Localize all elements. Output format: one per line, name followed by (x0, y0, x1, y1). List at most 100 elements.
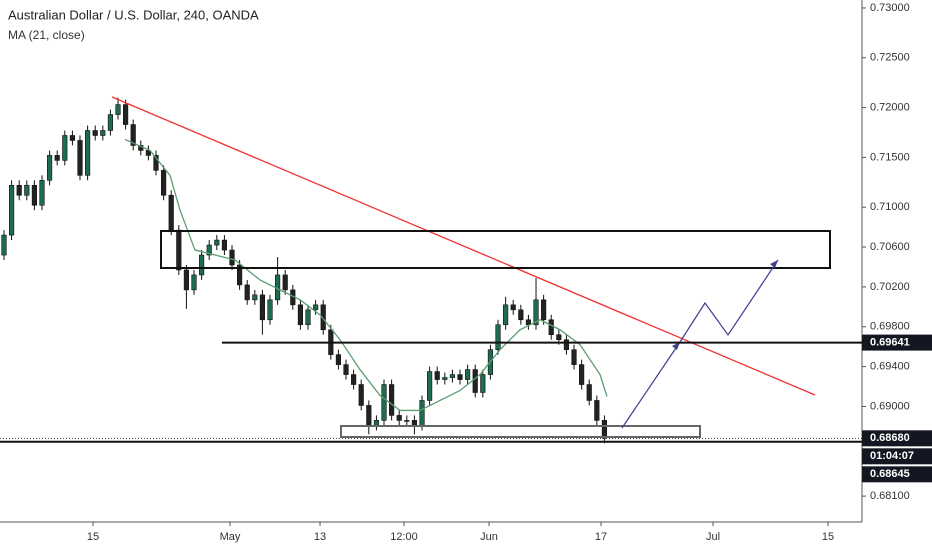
candle-body (381, 384, 387, 421)
candle-body (47, 155, 53, 181)
candle-body (320, 304, 326, 331)
candle-body (123, 104, 129, 125)
support-box (340, 425, 701, 438)
candle-body (366, 405, 372, 426)
last-price-label-box (862, 430, 932, 447)
moving-average (124, 138, 608, 412)
resistance-box (160, 230, 831, 269)
x-tick-label: 15 (822, 531, 834, 543)
candle-body (153, 155, 159, 171)
y-tick-label: 0.69800 (870, 321, 910, 333)
candle-body (305, 309, 311, 326)
candle-body (427, 371, 433, 401)
candle-body (442, 377, 448, 380)
candle-body (199, 254, 205, 276)
candle-body (24, 184, 30, 196)
candle-body (480, 374, 486, 393)
last-price-label: 0.68680 (870, 432, 910, 444)
candle-body (396, 415, 402, 421)
candle-body (31, 184, 37, 206)
candle-body (548, 319, 554, 336)
candle-body (69, 135, 75, 141)
candle-body (563, 339, 570, 350)
candle-body (457, 374, 463, 380)
candle-body (16, 184, 22, 196)
projection-arrow (621, 341, 681, 429)
candle-body (510, 304, 516, 311)
candle-body (267, 299, 273, 321)
y-tick-label: 0.69400 (870, 361, 910, 373)
arrow-head (770, 260, 778, 268)
candle-body (533, 299, 539, 326)
candle-body (191, 274, 197, 291)
candle-body (571, 349, 577, 365)
candle-body (161, 170, 167, 196)
candle-body (358, 384, 364, 406)
candle-body (130, 124, 136, 146)
candle-body (206, 244, 212, 256)
candle-body (252, 294, 258, 301)
y-tick-label: 0.71000 (870, 201, 910, 213)
x-tick-label: 12:00 (390, 531, 418, 543)
candle-body (404, 420, 410, 422)
x-tick-label: 17 (595, 531, 607, 543)
candle-body (244, 284, 250, 301)
candle-body (313, 304, 319, 311)
candle-body (183, 269, 189, 291)
candle-body (221, 239, 227, 251)
x-tick-label: Jun (480, 531, 498, 543)
candle-body (556, 334, 562, 340)
candle-body (351, 374, 357, 385)
candle-body (77, 140, 83, 176)
candle-body (39, 180, 45, 206)
candle-body (237, 264, 243, 286)
indicator-legend: MA (21, close) (8, 28, 85, 42)
candle-body (518, 309, 524, 321)
candle-body (100, 130, 106, 136)
plot (1, 97, 608, 444)
candle-body (335, 354, 341, 365)
candle-body (92, 130, 98, 136)
candle-body (229, 249, 235, 266)
candle-body (54, 155, 60, 161)
candle-body (9, 184, 15, 236)
candle-body (434, 371, 440, 380)
candle-body (389, 384, 395, 416)
candle-body (107, 114, 113, 131)
trend-line (111, 96, 816, 396)
candle-body (503, 304, 509, 326)
x-tick-label: Jul (706, 531, 720, 543)
level-label: 0.68645 (870, 468, 910, 480)
candle-body (85, 130, 91, 176)
x-tick-label: 13 (314, 531, 326, 543)
candle-body (214, 239, 220, 246)
candle-body (168, 194, 174, 231)
y-tick-label: 0.70200 (870, 281, 910, 293)
level-label-box (862, 466, 932, 483)
candle-body (115, 104, 121, 115)
candle-body (176, 229, 182, 271)
candle-body (297, 304, 303, 326)
x-tick-label: May (220, 531, 241, 543)
candle-body (411, 420, 417, 426)
countdown-label: 01:04:07 (870, 450, 914, 462)
candle-body (495, 324, 501, 350)
level-label-box (862, 334, 932, 351)
chart-title: Australian Dollar / U.S. Dollar, 240, OA… (8, 7, 259, 22)
arrow-head (672, 342, 680, 350)
candle-body (373, 420, 379, 426)
candle-body (282, 274, 288, 291)
y-tick-label: 0.69000 (870, 400, 910, 412)
y-tick-label: 0.73000 (870, 2, 910, 14)
candle-body (465, 369, 471, 380)
level-label: 0.69641 (870, 336, 910, 348)
countdown-label-box (862, 448, 932, 465)
candle-body (472, 369, 478, 393)
candle-body (419, 400, 425, 426)
candle-body (259, 294, 265, 321)
y-tick-label: 0.72500 (870, 52, 910, 64)
y-tick-label: 0.68100 (870, 490, 910, 502)
y-tick-label: 0.72000 (870, 101, 910, 113)
candle-body (62, 135, 68, 161)
